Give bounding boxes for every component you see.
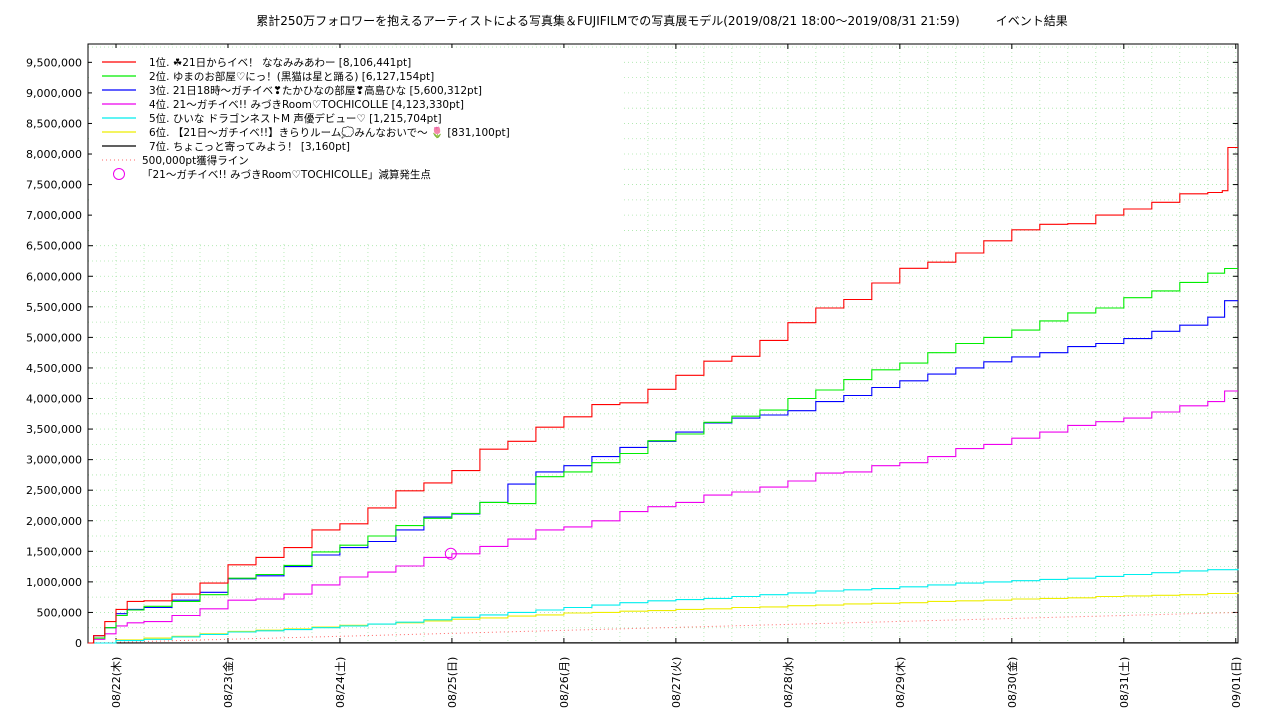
x-tick-label: 08/24(土)	[334, 657, 347, 708]
series-line	[88, 390, 1238, 644]
series-line	[88, 146, 1238, 644]
x-tick-label: 08/30(金)	[1005, 657, 1019, 708]
series-line	[88, 300, 1238, 644]
y-tick-label: 1,000,000	[26, 576, 82, 589]
legend-label: 7位. ちょこっと寄ってみよう！ [3,160pt]	[149, 140, 350, 153]
y-tick-label: 4,000,000	[26, 393, 82, 406]
y-tick-label: 3,500,000	[26, 423, 82, 436]
y-tick-label: 1,500,000	[26, 545, 82, 558]
legend-label: 4位. 21～ガチイベ!! みづきRoom♡TOCHICOLLE [4,123,…	[149, 98, 464, 111]
legend-label: 1位. ☘21日からイベ！ ななみみあわー [8,106,441pt]	[149, 56, 411, 69]
y-tick-label: 2,000,000	[26, 515, 82, 528]
legend: 1位. ☘21日からイベ！ ななみみあわー [8,106,441pt]2位. ゆ…	[102, 56, 510, 181]
y-tick-label: 8,500,000	[26, 117, 82, 130]
x-tick-label: 09/01(日)	[1230, 657, 1243, 708]
legend-swatch	[113, 168, 125, 180]
legend-label: 6位. 【21日～ガチイベ!!】きらりルーム💭みんなおいで～ 🌷 [831,10…	[149, 126, 510, 139]
y-tick-label: 6,500,000	[26, 240, 82, 253]
x-tick-label: 08/28(水)	[782, 657, 795, 708]
y-tick-label: 9,000,000	[26, 87, 82, 100]
legend-label: 5位. ひいな ドラゴンネストM 声優デビュー♡ [1,215,704pt]	[149, 112, 442, 125]
legend-background	[92, 48, 624, 244]
y-tick-label: 9,500,000	[26, 56, 82, 69]
y-tick-label: 7,000,000	[26, 209, 82, 222]
legend-label: 500,000pt獲得ライン	[142, 154, 249, 167]
legend-label: 2位. ゆまのお部屋♡にっ！(黒猫は星と踊る) [6,127,154pt]	[149, 70, 434, 83]
series-line	[88, 592, 1239, 644]
y-tick-label: 6,000,000	[26, 270, 82, 283]
legend-label: 「21～ガチイベ!! みづきRoom♡TOCHICOLLE」減算発生点	[142, 168, 431, 181]
x-tick-label: 08/31(土)	[1118, 657, 1131, 708]
y-tick-label: 3,000,000	[26, 454, 82, 467]
y-tick-label: 0	[75, 637, 82, 650]
series-lines	[87, 146, 1239, 644]
x-tick-label: 08/29(木)	[894, 657, 907, 708]
y-tick-label: 2,500,000	[26, 484, 82, 497]
y-tick-label: 4,500,000	[26, 362, 82, 375]
x-tick-label: 08/25(日)	[446, 657, 459, 708]
chart-title: 累計250万フォロワーを抱えるアーティストによる写真集＆FUJIFILMでの写真…	[256, 13, 1067, 28]
x-tick-label: 08/26(月)	[558, 657, 571, 708]
event-marker-point	[444, 547, 457, 560]
y-tick-label: 7,500,000	[26, 179, 82, 192]
y-tick-label: 8,000,000	[26, 148, 82, 161]
legend-label: 3位. 21日18時～ガチイベ❣たかひなの部屋❣高島ひな [5,600,312p…	[149, 84, 482, 97]
series-line	[88, 568, 1239, 644]
x-axis: 08/22(木) 08/23(金) 08/24(土) 08/25(日) 08/26(月)…	[110, 44, 1243, 708]
series-line	[88, 267, 1238, 644]
y-axis: 0 500,000 1,000,000 1,500,000 2,000,000 2,500…	[26, 56, 1238, 650]
event-marker	[444, 547, 457, 560]
x-tick-label: 08/23(金)	[221, 657, 235, 708]
y-tick-label: 500,000	[37, 606, 83, 619]
y-tick-label: 5,000,000	[26, 331, 82, 344]
x-tick-label: 08/27(火)	[670, 657, 683, 708]
x-tick-label: 08/22(木)	[110, 657, 123, 708]
y-tick-label: 5,500,000	[26, 301, 82, 314]
